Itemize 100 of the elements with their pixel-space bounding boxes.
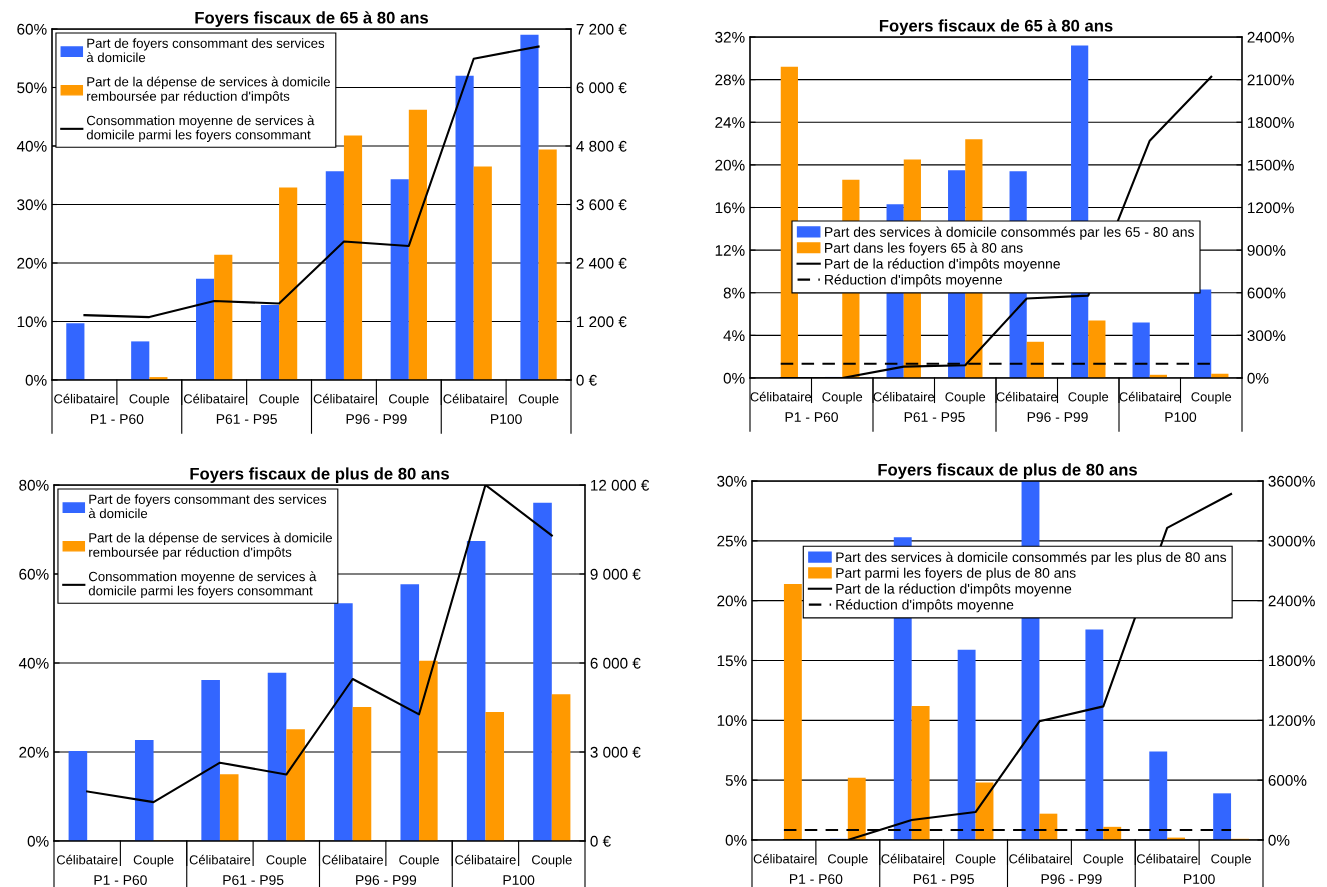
y2-tick-label: 2100% [1247, 74, 1294, 86]
y-tick-label: 20% [17, 257, 47, 269]
x-tick-label: Couple [399, 854, 439, 867]
y2-tick-label: 900% [1247, 244, 1286, 256]
chart-title: Foyers fiscaux de 65 à 80 ans [195, 11, 429, 27]
y2-tick-label: 0% [1247, 372, 1269, 384]
y2-tick-label: 3 000 € [590, 746, 641, 758]
y2-tick-label: 12 000 € [591, 479, 650, 491]
text: P61 - P95 [904, 412, 965, 422]
x-tick-label: Couple [133, 854, 174, 867]
text: P1 - P60 [785, 412, 838, 422]
x-tick-label: Célibataire [753, 853, 815, 864]
y-tick-label: 5% [725, 775, 747, 786]
chart-title: Foyers fiscaux de plus de 80 ans [190, 467, 449, 483]
y-tick-label: 30% [17, 199, 47, 211]
y2-tick-label: 4 800 € [576, 140, 627, 152]
y-tick-label: 20% [715, 159, 745, 171]
text: P1 - P60 [789, 874, 843, 884]
y2-tick-label: 6 000 € [590, 657, 641, 669]
y-tick-label: 25% [717, 535, 747, 547]
text: P96 - P99 [1041, 874, 1102, 884]
y2-tick-label: 1500% [1248, 159, 1294, 171]
y2-tick-label: 300% [1247, 330, 1286, 342]
y2-tick-label: 2400% [1268, 595, 1315, 607]
y2-tick-label: 1200% [1248, 202, 1294, 214]
legend-label: Consommation moyenne de services à domicile parmi les foyers consommant [88, 571, 317, 599]
y2-tick-label: 600% [1268, 775, 1307, 786]
legend-label: Part de la dépense de services à domicile remboursée par réduction d'impôts [89, 532, 332, 560]
x-tick-label: Célibataire [183, 393, 245, 404]
y-tick-label: 32% [715, 31, 745, 43]
text: P1 - P60 [90, 414, 144, 424]
x-tick-label: Couple [532, 854, 572, 867]
x-tick-label: Couple [259, 393, 299, 406]
y2-tick-label: 1800% [1269, 655, 1315, 667]
text: P100 [503, 875, 535, 885]
legend-label: Part de la réduction d'impôts moyenne [836, 583, 1072, 597]
y2-tick-label: 2 400 € [576, 257, 627, 269]
x-tick-label: Célibataire [1009, 853, 1070, 864]
legend-label: Part de foyers consommant des services à domicile [88, 494, 327, 519]
y-tick-label: 0% [723, 372, 745, 384]
y-tick-label: 10% [17, 316, 47, 328]
y-tick-label: 40% [18, 657, 49, 669]
y-tick-label: 4% [723, 330, 745, 341]
text: P1 - P60 [94, 875, 147, 885]
legend-label: Réduction d'impôts moyenne [825, 274, 1002, 288]
x-tick-label: Célibataire [54, 393, 115, 404]
y2-tick-label: 0 € [576, 374, 597, 386]
x-tick-label: Couple [828, 853, 868, 866]
y2-tick-label: 0 € [590, 835, 611, 847]
y2-tick-label: 1200% [1269, 715, 1315, 727]
x-tick-label: Célibataire [881, 853, 942, 864]
text: P61 - P95 [913, 874, 974, 884]
legend-label: Réduction d'impôts moyenne [836, 599, 1014, 613]
text: P61 - P95 [223, 875, 284, 885]
y-tick-label: 12% [715, 244, 745, 256]
legend-label: Part dans les foyers 65 à 80 ans [825, 242, 1023, 256]
x-tick-label: Célibataire [443, 393, 504, 404]
y-tick-label: 10% [717, 715, 747, 727]
x-tick-label: Célibataire [1136, 853, 1198, 864]
x-tick-label: Couple [266, 854, 307, 867]
y2-tick-label: 9 000 € [590, 568, 641, 580]
y-tick-label: 28% [715, 74, 745, 86]
x-tick-label: Célibataire [313, 393, 375, 404]
y-tick-label: 30% [717, 475, 747, 487]
y-tick-label: 15% [717, 655, 747, 667]
text: P61 - P95 [216, 414, 277, 424]
y2-tick-label: 0% [1268, 834, 1290, 846]
y2-tick-label: 600% [1247, 287, 1286, 299]
y2-tick-label: 2400% [1247, 31, 1294, 43]
text: P100 [491, 414, 522, 424]
y2-tick-label: 3000% [1268, 535, 1315, 547]
x-tick-label: Couple [1083, 853, 1124, 866]
y-tick-label: 24% [715, 117, 745, 128]
x-tick-label: Couple [518, 393, 559, 406]
legend-label: Part des services à domicile consommés par les 65 - 80 ans [825, 226, 1194, 240]
y2-tick-label: 1800% [1248, 117, 1294, 128]
x-tick-label: Célibataire [322, 854, 383, 865]
text: P96 - P99 [356, 875, 417, 885]
y-tick-label: 60% [19, 568, 49, 580]
text: P96 - P99 [346, 414, 407, 424]
x-tick-label: Célibataire [56, 854, 118, 865]
x-tick-label: Couple [1068, 391, 1109, 404]
chart-title: Foyers fiscaux de 65 à 80 ans [879, 19, 1113, 35]
x-tick-label: Couple [945, 391, 986, 404]
y-tick-label: 8% [723, 287, 745, 299]
legend-label: Part de foyers consommant des services à domicile [86, 38, 325, 63]
x-tick-label: Célibataire [189, 854, 251, 865]
text: P100 [1165, 412, 1197, 422]
y-tick-label: 0% [27, 835, 49, 847]
y2-tick-label: 3600% [1268, 475, 1315, 487]
y-tick-label: 40% [16, 140, 47, 152]
legend-label: Part de la dépense de services à domicile remboursée par réduction d'impôts [87, 76, 330, 104]
chart-title: Foyers fiscaux de plus de 80 ans [878, 463, 1137, 479]
legend-label: Part des services à domicile consommés par les plus de 80 ans [836, 551, 1227, 565]
text: P96 - P99 [1027, 412, 1088, 422]
y2-tick-label: 6 000 € [576, 82, 627, 94]
legend-label: Consommation moyenne de services à domicile parmi les foyers consommant [86, 115, 315, 143]
y-tick-label: 16% [715, 202, 745, 214]
text: P100 [1184, 874, 1215, 884]
x-tick-label: Couple [1211, 853, 1251, 866]
